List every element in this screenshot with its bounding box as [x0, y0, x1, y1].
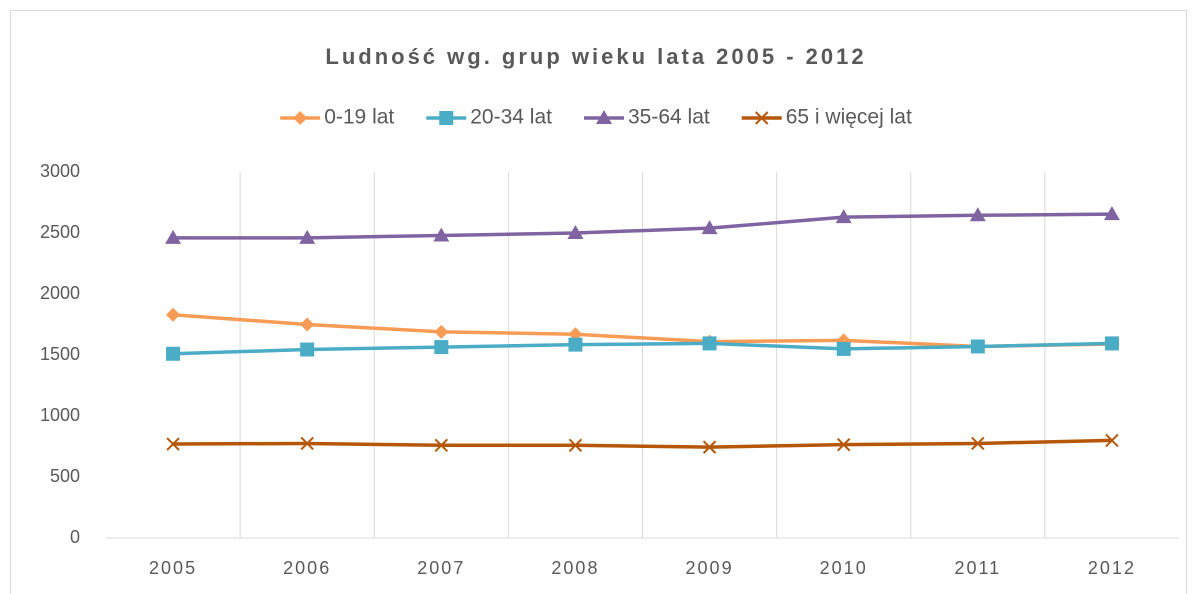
y-tick-label: 2500 — [40, 222, 80, 242]
x-tick-label: 2010 — [820, 558, 868, 578]
legend-label: 0-19 lat — [324, 106, 394, 129]
marker — [970, 339, 985, 354]
series-line — [173, 341, 1112, 356]
y-tick-label: 1500 — [40, 344, 80, 364]
marker — [434, 340, 449, 355]
x-tick-label: 2012 — [1088, 558, 1136, 578]
marker — [1105, 433, 1119, 448]
marker — [434, 324, 449, 339]
marker — [568, 337, 583, 352]
y-tick-label: 1000 — [40, 405, 80, 425]
marker — [755, 111, 769, 125]
marker — [300, 342, 315, 357]
y-tick-label: 3000 — [40, 161, 80, 181]
marker — [836, 341, 851, 356]
marker — [702, 440, 717, 454]
marker — [1103, 206, 1120, 221]
legend-label: 35-64 lat — [628, 106, 710, 129]
x-tick-label: 2011 — [954, 558, 1001, 578]
x-tick-label: 2008 — [551, 558, 599, 578]
y-tick-label: 0 — [70, 527, 80, 547]
marker — [835, 209, 852, 224]
marker — [434, 438, 449, 452]
marker — [836, 437, 851, 452]
series-line — [173, 438, 1112, 449]
x-tick-label: 2007 — [417, 558, 465, 578]
marker — [300, 436, 314, 451]
series-line — [173, 212, 1112, 240]
legend-label: 65 i więcej lat — [786, 106, 912, 129]
marker — [433, 227, 450, 242]
marker — [971, 436, 985, 451]
marker — [166, 437, 180, 451]
marker — [165, 229, 182, 244]
marker — [701, 220, 718, 235]
marker — [439, 111, 454, 125]
chart-title: Ludność wg. grup wieku lata 2005 - 2012 — [325, 44, 866, 69]
x-tick-label: 2006 — [283, 558, 331, 578]
marker — [300, 317, 315, 332]
marker — [969, 207, 986, 222]
x-tick-label: 2009 — [686, 558, 734, 578]
x-tick-label: 2005 — [149, 558, 197, 578]
marker — [702, 336, 717, 351]
marker — [293, 111, 308, 125]
marker — [595, 110, 612, 124]
y-tick-label: 2000 — [40, 283, 80, 303]
marker — [1104, 336, 1119, 351]
marker — [166, 307, 181, 322]
legend-label: 20-34 lat — [470, 106, 552, 129]
chart-border — [10, 10, 1187, 594]
marker — [567, 225, 584, 239]
y-tick-label: 500 — [50, 466, 80, 486]
marker — [568, 438, 583, 452]
marker — [299, 229, 316, 244]
marker — [166, 346, 181, 361]
legend: 0-19 lat 20-34 lat 35-64 lat 65 i więcej la… — [280, 106, 912, 129]
